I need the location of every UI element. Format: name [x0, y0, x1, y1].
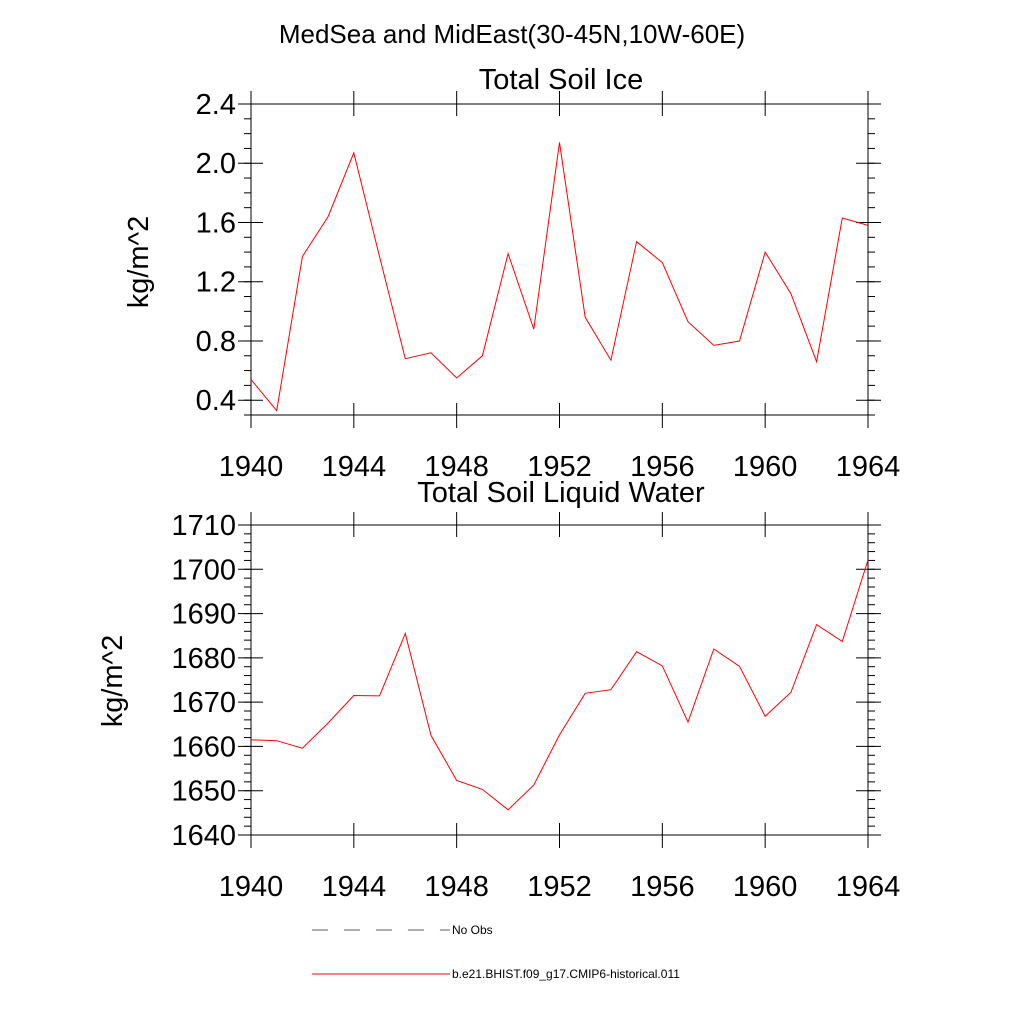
x-tick-label: 1948 — [424, 451, 489, 483]
y-tick-label: 1.6 — [196, 207, 236, 239]
plot-frame — [250, 103, 869, 416]
x-tick-label: 1952 — [527, 871, 592, 903]
y-tick-label: 1670 — [171, 687, 236, 719]
y-tick-label: 1700 — [171, 554, 236, 586]
legend-label-model: b.e21.BHIST.f09_g17.CMIP6-historical.011 — [452, 967, 680, 981]
x-tick-label: 1944 — [322, 451, 387, 483]
panel-top-ylabel: kg/m^2 — [123, 216, 155, 309]
y-tick-label: 1710 — [171, 510, 236, 542]
x-tick-label: 1952 — [527, 451, 592, 483]
plot-frame — [250, 524, 869, 836]
legend: No Obs b.e21.BHIST.f09_g17.CMIP6-histori… — [312, 923, 680, 981]
y-tick-label: 0.4 — [196, 385, 236, 417]
y-tick-label: 1640 — [171, 820, 236, 852]
y-tick-label: 2.0 — [196, 148, 236, 180]
panel-top-plot: 1940 1944 1948 1952 1956 1960 1964 0.4 0.8 1.2 1.6… — [196, 89, 901, 483]
y-tick-label: 1.2 — [196, 267, 236, 299]
panel-top-title: Total Soil Ice — [479, 64, 643, 96]
x-tick-label: 1940 — [219, 451, 284, 483]
x-tick-label: 1964 — [836, 871, 901, 903]
x-tick-label: 1944 — [322, 871, 387, 903]
x-tick-label: 1948 — [424, 871, 489, 903]
y-tick-label: 1690 — [171, 599, 236, 631]
series-line — [250, 142, 869, 412]
panel-bottom-ylabel: kg/m^2 — [97, 635, 129, 728]
y-tick-label: 1660 — [171, 731, 236, 763]
y-tick-label: 2.4 — [196, 89, 236, 121]
panel-bottom-title: Total Soil Liquid Water — [417, 477, 705, 509]
panel-bottom: Total Soil Liquid Water kg/m^2 1940 1944 1… — [97, 477, 900, 903]
y-tick-label: 1650 — [171, 776, 236, 808]
legend-label-no-obs: No Obs — [452, 923, 493, 937]
series-line — [250, 559, 869, 811]
x-tick-label: 1960 — [733, 451, 798, 483]
x-tick-label: 1956 — [630, 871, 695, 903]
x-tick-label: 1960 — [733, 871, 798, 903]
y-tick-label: 1680 — [171, 643, 236, 675]
x-tick-label: 1964 — [836, 451, 901, 483]
panel-bottom-plot: 1940 1944 1948 1952 1956 1960 1964 1640 1650 1660… — [171, 510, 900, 903]
panel-top: Total Soil Ice kg/m^2 1940 1944 1948 1952 19… — [123, 64, 900, 483]
x-tick-label: 1940 — [219, 871, 284, 903]
figure-suptitle: MedSea and MidEast(30-45N,10W-60E) — [279, 19, 745, 49]
x-tick-label: 1956 — [630, 451, 695, 483]
y-tick-label: 0.8 — [196, 326, 236, 358]
